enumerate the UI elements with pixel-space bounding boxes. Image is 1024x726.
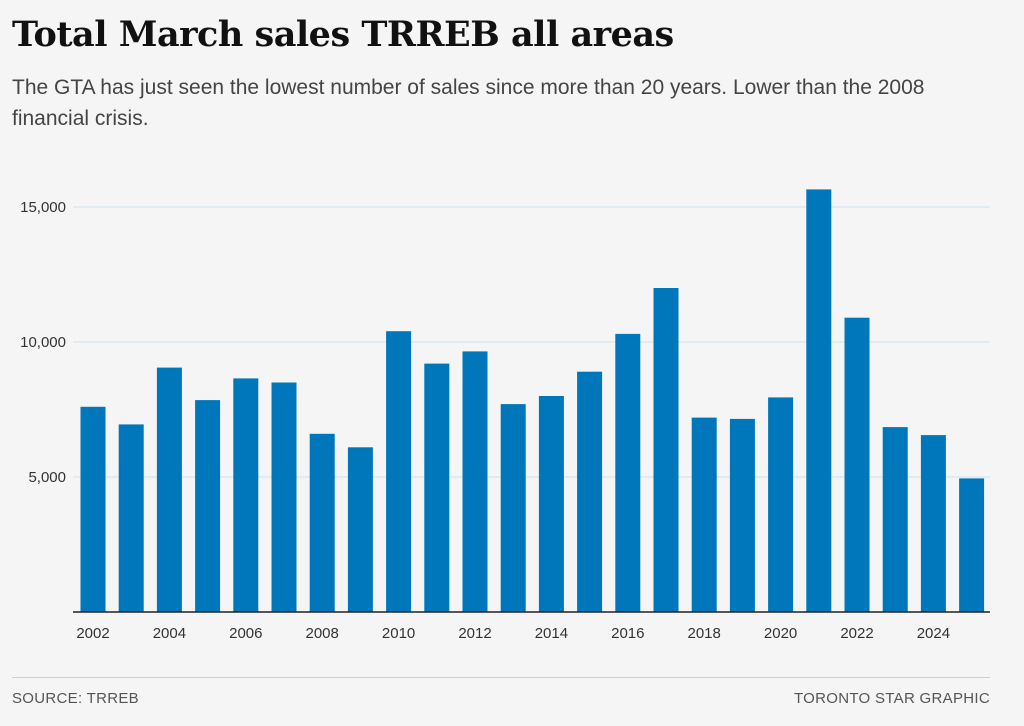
x-tick-label: 2020: [764, 625, 797, 642]
bar-2014: [538, 396, 564, 612]
y-tick-label: 5,000: [28, 469, 66, 486]
y-tick-label: 10,000: [20, 334, 66, 351]
bar-2017: [653, 288, 679, 612]
x-tick-label: 2010: [382, 625, 415, 642]
chart-title: Total March sales TRREB all areas: [12, 14, 674, 55]
bar-2010: [386, 331, 412, 612]
bar-2013: [500, 404, 526, 612]
bar-2019: [729, 418, 755, 612]
x-tick-label: 2016: [611, 625, 644, 642]
bar-2011: [424, 363, 450, 612]
x-tick-label: 2004: [153, 625, 186, 642]
bar-2021: [806, 189, 832, 612]
bar-2023: [882, 427, 908, 612]
y-tick-label: 15,000: [20, 199, 66, 216]
bar-2008: [309, 433, 335, 612]
bar-2009: [347, 447, 373, 612]
x-tick-label: 2014: [535, 625, 568, 642]
x-tick-label: 2022: [840, 625, 873, 642]
footer-divider: [12, 677, 990, 678]
x-tick-label: 2002: [76, 625, 109, 642]
bar-2007: [271, 382, 297, 612]
bar-2016: [615, 333, 641, 612]
graphic-credit: TORONTO STAR GRAPHIC: [793, 690, 990, 707]
bar-2002: [80, 406, 106, 612]
x-tick-label: 2018: [688, 625, 721, 642]
x-tick-label: 2024: [917, 625, 950, 642]
y-axis-labels: 5,000 10,000 15,000: [20, 199, 66, 486]
x-tick-label: 2012: [458, 625, 491, 642]
gridlines: [73, 206, 990, 478]
bar-2005: [195, 400, 221, 612]
bar-2024: [920, 435, 946, 612]
chart-subtitle: The GTA has just seen the lowest number …: [12, 76, 925, 130]
bar-2012: [462, 351, 488, 612]
source-note: SOURCE: TRREB: [12, 690, 139, 707]
bars: [80, 189, 985, 612]
bar-2018: [691, 417, 717, 612]
bar-2004: [156, 367, 182, 612]
bar-2025: [959, 478, 985, 612]
bar-2003: [118, 424, 144, 612]
bar-2015: [577, 371, 603, 612]
bar-2022: [844, 317, 870, 612]
x-tick-label: 2006: [229, 625, 262, 642]
x-tick-label: 2008: [306, 625, 339, 642]
x-axis-labels: 2002 2004 2006 2008 2010 2012 2014 2016 2018 2020…: [76, 625, 950, 642]
bar-2020: [768, 397, 794, 612]
bar-2006: [233, 378, 259, 612]
